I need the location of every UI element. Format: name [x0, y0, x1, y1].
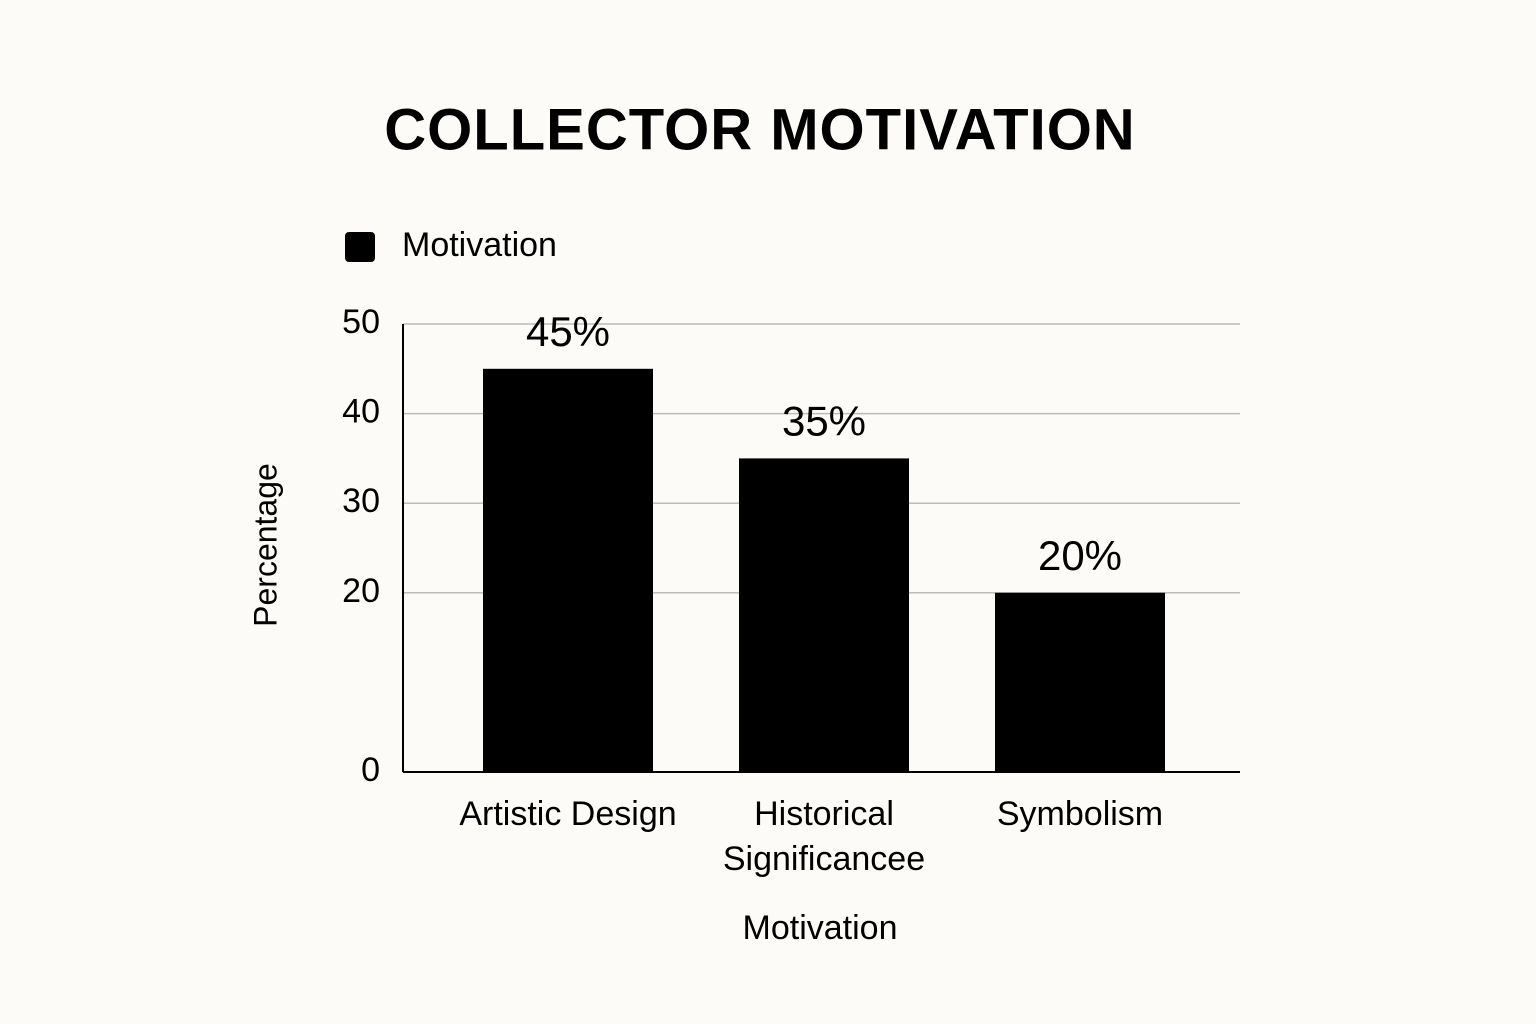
y-axis-label: Percentage: [247, 463, 283, 627]
x-tick-label: Artistic Design: [459, 795, 677, 833]
y-tick-label: 20: [342, 572, 380, 610]
legend-label: Motivation: [402, 226, 557, 264]
value-label: 45%: [526, 308, 610, 355]
bar: [739, 458, 909, 772]
y-tick-label: 50: [342, 303, 380, 341]
x-tick-label: Symbolism: [996, 795, 1164, 833]
legend-swatch: [345, 232, 375, 262]
bar: [995, 592, 1165, 772]
y-tick-label: 0: [361, 751, 380, 789]
value-label: 20%: [1038, 532, 1122, 579]
x-tick-label: Historical Significancee: [722, 795, 926, 878]
y-tick-label: 40: [342, 393, 380, 431]
y-tick-label: 30: [342, 482, 380, 520]
chart-title: COLLECTOR MOTIVATION: [384, 97, 1135, 162]
bar: [483, 368, 653, 772]
x-axis-label: Motivation: [743, 909, 898, 947]
value-label: 35%: [782, 397, 866, 444]
